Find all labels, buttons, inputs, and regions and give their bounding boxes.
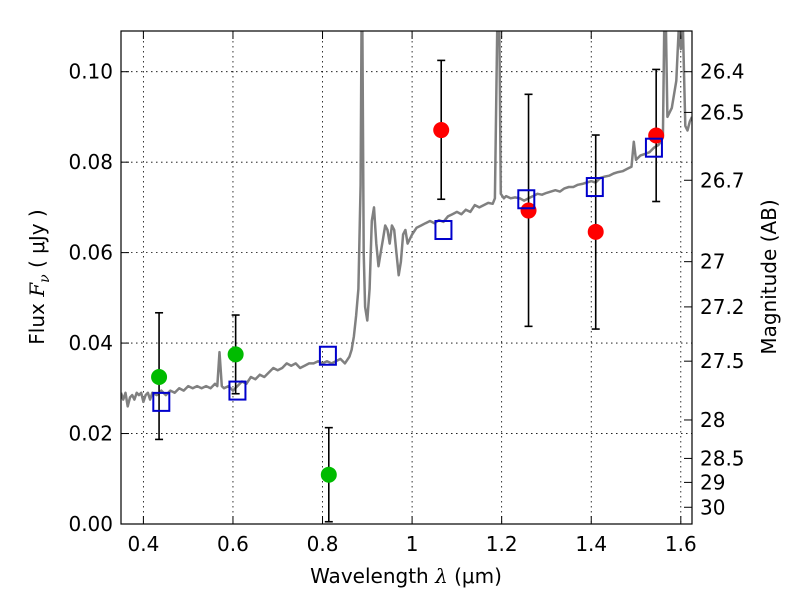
x-axis-label-prefix: Wavelength (310, 564, 435, 588)
model-band-square (228, 380, 247, 401)
model-band-square (644, 137, 663, 158)
x-tick-label: 1.4 (575, 532, 607, 556)
x-tick-label: 0.6 (217, 532, 249, 556)
y-axis-label: Flux Fν ( μJy ) (25, 209, 53, 344)
model-band-square (434, 220, 453, 241)
x-tick-label: 1 (406, 532, 419, 556)
magnitude-tick-label: 27 (700, 250, 725, 274)
y-tick-label: 0.00 (68, 512, 113, 536)
photometry-point (587, 223, 604, 240)
y-axis-label-units: ( μJy ) (25, 209, 49, 274)
model-band-square (318, 345, 337, 366)
y-tick-label: 0.10 (68, 60, 113, 84)
y-tick-label: 0.06 (68, 241, 113, 265)
model-band-square (517, 189, 536, 210)
magnitude-tick-label: 27.2 (700, 295, 745, 319)
y-axis-label-symbol: F (25, 282, 49, 298)
x-tick-label: 1.2 (486, 532, 518, 556)
model-spectrum-line (121, 31, 692, 408)
x-tick-label: 0.4 (127, 532, 159, 556)
magnitude-tick-label: 28.5 (700, 446, 745, 470)
y-tick-label: 0.08 (68, 150, 113, 174)
y-tick-label: 0.04 (68, 331, 113, 355)
x-axis-label-units: (μm) (448, 564, 502, 588)
y-axis-label-subscript: ν (37, 274, 53, 283)
x-tick-label: 1.6 (665, 532, 697, 556)
magnitude-tick-label: 26.5 (700, 100, 745, 124)
tick-layer (121, 31, 692, 525)
magnitude-tick-label: 26.7 (700, 168, 745, 192)
model-band-square (585, 177, 604, 198)
spectrum-layer (121, 31, 692, 408)
x-tick-label: 0.8 (307, 532, 339, 556)
plot-frame (120, 30, 693, 525)
photometry-point (320, 466, 337, 483)
magnitude-tick-label: 29 (700, 470, 725, 494)
x-axis-label-symbol: λ (434, 564, 448, 588)
photometry-point (520, 202, 537, 219)
label-layer: 0.4 0.6 0.8 1 1.2 1.4 1.6 0.00 0.02 0.04 0.06 0.08 0… (68, 60, 744, 556)
photometry-point (433, 122, 450, 139)
model-band-square (152, 391, 171, 412)
y-axis-label-prefix: Flux (25, 297, 49, 345)
y-tick-label: 0.02 (68, 422, 113, 446)
marker-layer (151, 122, 665, 483)
magnitude-tick-label: 26.4 (700, 60, 745, 84)
photometry-point (151, 369, 168, 386)
right-axis-label: Magnitude (AB) (757, 199, 781, 354)
photometry-point (227, 346, 244, 363)
x-axis-label: Wavelength λ (μm) (310, 564, 502, 588)
magnitude-tick-label: 28 (700, 408, 725, 432)
magnitude-tick-label: 30 (700, 495, 725, 519)
magnitude-tick-label: 27.5 (700, 349, 745, 373)
